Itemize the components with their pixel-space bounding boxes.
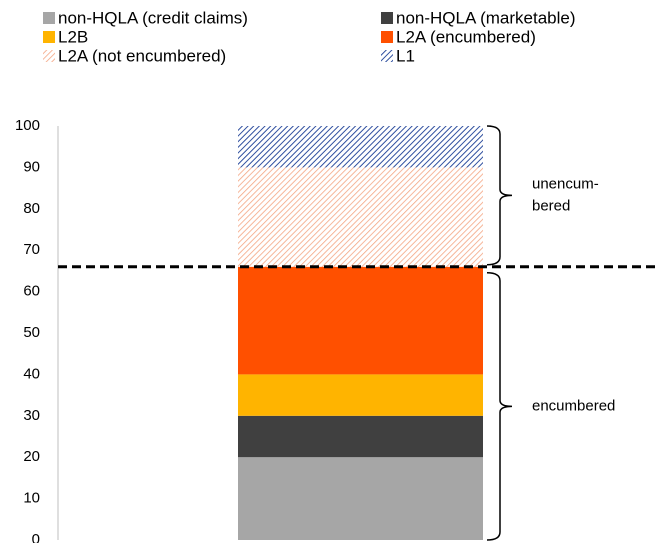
legend-marker [43, 12, 55, 24]
bar-segment [238, 415, 483, 458]
legend-label: L2B [58, 27, 88, 46]
y-tick-label: 60 [23, 283, 40, 300]
legend-label: non-HQLA (marketable) [396, 8, 576, 27]
y-tick-label: 0 [32, 531, 40, 543]
legend-marker [43, 50, 55, 62]
legend-label: L1 [396, 46, 415, 65]
y-tick-label: 30 [23, 407, 40, 424]
bar-segment [238, 126, 483, 168]
y-tick-label: 80 [23, 200, 40, 217]
legend-marker [381, 50, 393, 62]
bar-segment [238, 266, 483, 375]
bar-segment [238, 167, 483, 267]
annotation: unencum- [532, 175, 599, 192]
y-tick-label: 20 [23, 448, 40, 465]
bar-segment [238, 374, 483, 416]
legend-label: L2A (not encumbered) [58, 46, 226, 65]
brace [486, 125, 513, 266]
y-tick-label: 50 [23, 324, 40, 341]
brace [486, 272, 513, 541]
y-tick-label: 70 [23, 241, 40, 258]
legend-label: non-HQLA (credit claims) [58, 8, 248, 27]
legend-marker [381, 12, 393, 24]
legend-marker [381, 31, 393, 43]
annotation: encumbered [532, 397, 615, 414]
y-tick-label: 10 [23, 490, 40, 507]
annotation: bered [532, 197, 570, 214]
y-tick-label: 40 [23, 365, 40, 382]
y-tick-label: 100 [15, 117, 40, 134]
bar-segment [238, 457, 483, 540]
y-tick-label: 90 [23, 158, 40, 175]
legend-label: L2A (encumbered) [396, 27, 536, 46]
legend-marker [43, 31, 55, 43]
